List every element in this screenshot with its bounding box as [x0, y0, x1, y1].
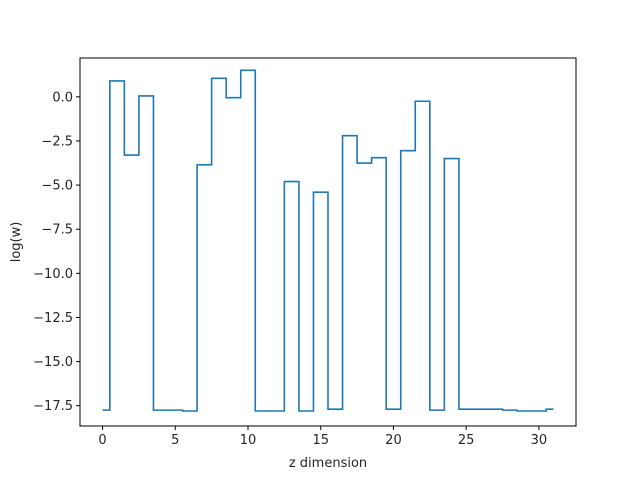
y-tick-label: −17.5 [33, 399, 73, 414]
y-tick-label: −10.0 [33, 267, 73, 282]
y-axis-label: log(w) [9, 222, 24, 263]
x-tick-label: 0 [98, 433, 106, 448]
series-layer [102, 69, 554, 412]
y-tick-label: −7.5 [41, 223, 73, 238]
y-tick-label: −2.5 [41, 134, 73, 149]
x-tick-label: 15 [312, 433, 329, 448]
x-tick-label: 10 [240, 433, 257, 448]
x-ticks: 0 5 10 15 20 25 30 [98, 426, 547, 448]
x-tick-label: 30 [531, 433, 548, 448]
y-ticks: 0.0 −2.5 −5.0 −7.5 −10.0 −12.5 −15.0 −17.5 [33, 90, 80, 414]
y-tick-label: −5.0 [41, 179, 73, 194]
x-axis-label: z dimension [289, 456, 367, 471]
y-tick-label: −15.0 [33, 355, 73, 370]
x-tick-label: 5 [171, 433, 179, 448]
y-tick-label: 0.0 [52, 90, 73, 105]
x-tick-label: 20 [385, 433, 402, 448]
plot-frame [79, 57, 577, 427]
y-tick-label: −12.5 [33, 311, 73, 326]
series-line-0 [102, 69, 554, 412]
x-tick-label: 25 [458, 433, 475, 448]
